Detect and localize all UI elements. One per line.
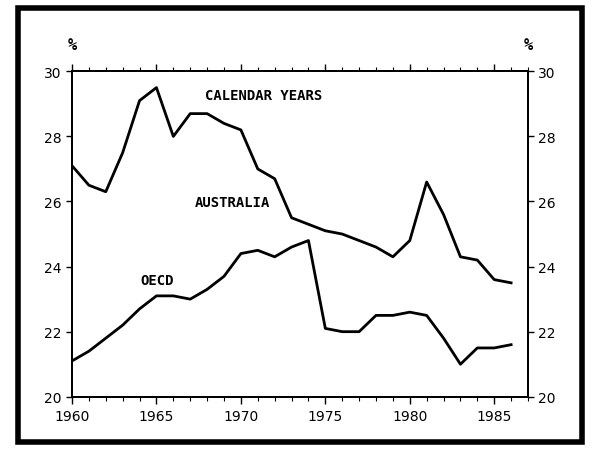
Text: %: %: [67, 38, 77, 53]
Text: AUSTRALIA: AUSTRALIA: [195, 196, 271, 210]
Text: %: %: [523, 38, 533, 53]
Text: CALENDAR YEARS: CALENDAR YEARS: [205, 88, 322, 102]
Text: OECD: OECD: [140, 273, 174, 287]
